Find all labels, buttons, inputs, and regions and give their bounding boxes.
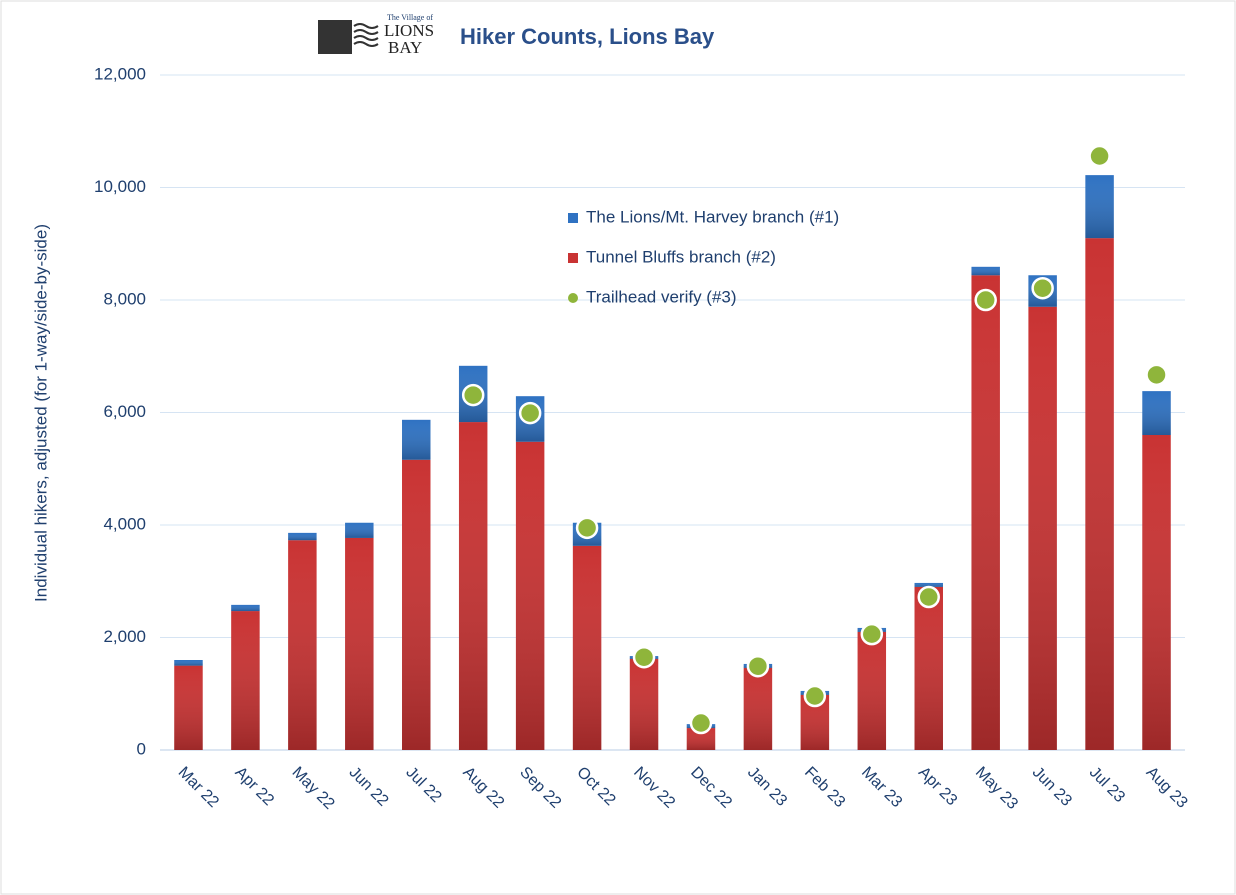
x-tick-label: Jun 22 — [345, 764, 391, 810]
scatter-point — [461, 383, 485, 407]
bar-shade — [402, 459, 431, 750]
chart-title: Hiker Counts, Lions Bay — [460, 24, 715, 49]
bar-shade — [345, 522, 374, 538]
x-tick-label: Jul 23 — [1086, 764, 1128, 806]
bar-shade — [174, 660, 203, 666]
logo-small: The Village of — [387, 13, 433, 22]
bar-shade — [572, 545, 602, 750]
bar-shade — [1142, 435, 1171, 750]
x-tick-label: May 23 — [972, 764, 1021, 813]
scatter-point — [689, 711, 713, 735]
logo-icon — [318, 20, 379, 54]
bar-shade — [231, 604, 260, 612]
bar-shade — [288, 532, 317, 541]
y-axis-label: Individual hikers, adjusted (for 1-way/s… — [31, 224, 50, 602]
bar-shade — [515, 441, 545, 750]
bar-shade — [231, 611, 260, 750]
legend-marker — [568, 213, 578, 223]
y-tick-label: 2,000 — [103, 627, 146, 646]
scatter-point — [803, 684, 827, 708]
x-tick-label: Dec 22 — [687, 764, 735, 812]
x-tick-label: Jun 23 — [1029, 764, 1075, 810]
bar-shade — [1028, 306, 1057, 750]
scatter-point — [1031, 276, 1054, 300]
scatter-point — [746, 654, 770, 678]
bar-shade — [686, 728, 716, 750]
x-tick-label: Apr 22 — [232, 764, 277, 809]
x-tick-label: Mar 22 — [175, 764, 222, 811]
bar-shade — [288, 540, 317, 750]
bar-shade — [345, 537, 374, 750]
logo-line: BAY — [388, 38, 422, 57]
bar-shade — [1142, 391, 1171, 435]
scatter-point — [1088, 144, 1111, 168]
y-tick-label: 12,000 — [94, 64, 146, 83]
x-tick-label: May 22 — [289, 764, 338, 813]
y-tick-label: 10,000 — [94, 177, 146, 196]
bar-shade — [914, 586, 943, 750]
bar-shade — [629, 658, 659, 750]
scatter-point — [1145, 363, 1168, 387]
logo-line: LIONS — [384, 21, 434, 40]
scatter-point — [974, 288, 997, 312]
x-tick-label: Aug 23 — [1143, 764, 1191, 812]
bar-shade — [971, 266, 1000, 276]
y-tick-label: 6,000 — [103, 402, 146, 421]
y-tick-label: 8,000 — [103, 289, 146, 308]
bar-shade — [1085, 238, 1114, 750]
bar-shade — [743, 667, 773, 750]
bar-shade — [174, 665, 203, 750]
x-tick-label: Jan 23 — [744, 764, 790, 810]
bar-shade — [857, 631, 887, 750]
scatter-point — [860, 622, 884, 646]
legend-label: Tunnel Bluffs branch (#2) — [586, 247, 776, 266]
y-tick-label: 0 — [137, 739, 146, 758]
scatter-point — [632, 645, 656, 669]
x-tick-label: Jul 22 — [402, 764, 444, 806]
legend-label: Trailhead verify (#3) — [586, 287, 737, 306]
x-tick-label: Aug 22 — [459, 764, 507, 812]
bar-shade — [1085, 175, 1114, 239]
bar-shade — [914, 582, 943, 587]
bar-shade — [971, 275, 1000, 750]
legend-label: The Lions/Mt. Harvey branch (#1) — [586, 207, 839, 226]
x-tick-label: Nov 22 — [630, 764, 678, 812]
x-tick-label: Mar 23 — [858, 764, 905, 811]
bar-shade — [458, 422, 488, 750]
x-tick-label: Feb 23 — [801, 764, 848, 811]
scatter-point — [518, 401, 542, 425]
scatter-point — [575, 516, 599, 540]
x-tick-label: Sep 22 — [516, 764, 564, 812]
x-tick-label: Apr 23 — [915, 764, 960, 809]
bar-shade — [402, 419, 431, 460]
y-tick-label: 4,000 — [103, 514, 146, 533]
legend-marker — [568, 253, 578, 263]
x-tick-label: Oct 22 — [573, 764, 618, 809]
legend-marker — [568, 293, 578, 303]
scatter-point — [917, 585, 940, 609]
